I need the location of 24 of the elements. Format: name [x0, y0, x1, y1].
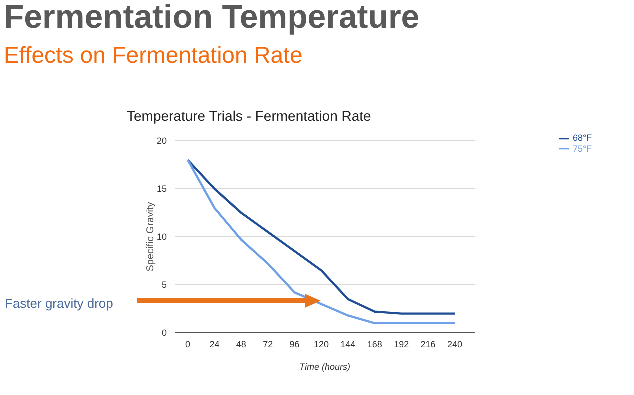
legend-label: 68°F — [573, 133, 592, 143]
x-tick-label: 96 — [290, 339, 300, 350]
y-tick-label: 10 — [156, 232, 167, 242]
legend-label: 75°F — [573, 144, 592, 154]
x-tick-label: 24 — [210, 339, 220, 350]
x-tick-label: 48 — [236, 339, 246, 350]
x-tick-label: 216 — [420, 339, 436, 350]
x-tick-label: 192 — [394, 339, 410, 350]
x-tick-label: 144 — [340, 339, 356, 350]
y-tick-label: 15 — [156, 184, 167, 194]
text: Temperature Trials - Fermentation Rate — [127, 108, 372, 124]
x-tick-label: 120 — [314, 339, 330, 350]
chart-subtitle: Effects on Fermentation Rate — [4, 42, 303, 69]
x-tick-label: 0 — [185, 339, 191, 350]
chart-title: Fermentation Temperature — [4, 0, 420, 36]
x-axis-title: Time (hours) — [300, 362, 350, 372]
x-tick-label: 168 — [367, 339, 382, 350]
text: Faster gravity drop — [5, 296, 114, 311]
x-tick-label: 72 — [263, 339, 274, 350]
y-axis-title: Specific Gravity — [146, 202, 157, 272]
x-tick-label: 240 — [447, 339, 463, 350]
y-tick-label: 0 — [162, 328, 167, 338]
y-tick-label: 20 — [156, 136, 167, 146]
y-tick-label: 5 — [162, 280, 167, 290]
